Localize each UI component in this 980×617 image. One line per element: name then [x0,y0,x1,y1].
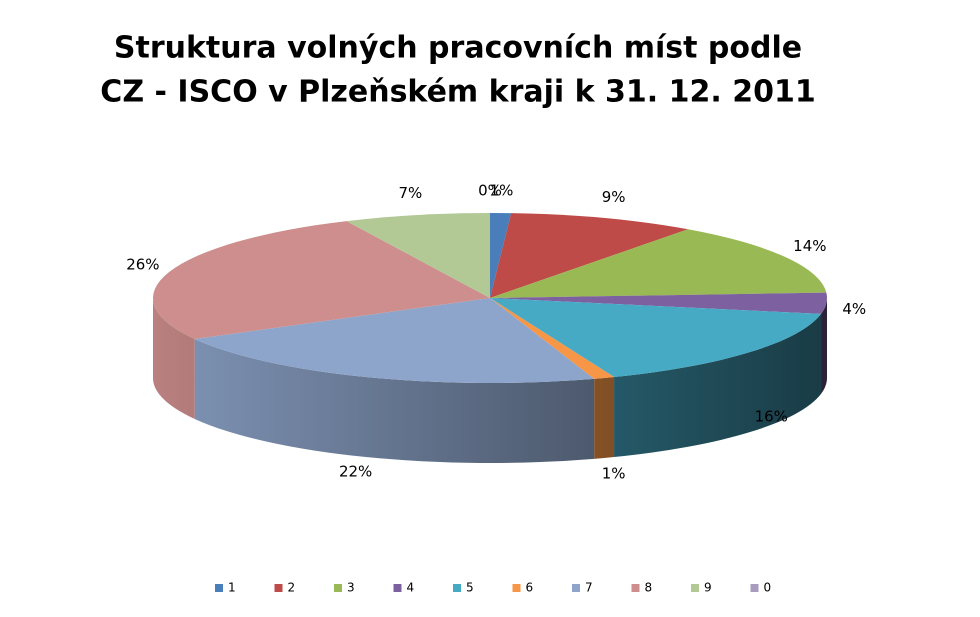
data-label: 0% [478,182,502,200]
pie-slice [490,213,512,298]
data-label: 1% [602,464,626,482]
data-label: 22% [339,462,372,480]
legend-swatch [334,584,342,592]
pie-slice [490,298,615,379]
pie-slice-side [194,338,595,464]
legend-swatch [393,584,402,592]
chart-title: Struktura volných pracovních míst podle [114,31,802,66]
legend-label: 1 [228,581,236,595]
pie-slice-side [153,298,195,419]
pie-slice-side [614,313,822,458]
legend-swatch [274,584,283,592]
data-label: 9% [602,188,626,206]
legend-label: 4 [407,581,415,595]
data-label: 14% [793,237,826,255]
pie-slice [490,229,827,298]
data-label: 7% [398,184,422,202]
pie-slice [490,292,827,314]
pie-slice [153,221,490,339]
chart-title: CZ - ISCO v Plzeňském kraji k 31. 12. 20… [100,75,815,110]
legend-label: 3 [347,581,355,595]
legend-label: 0 [764,581,772,595]
legend-label: 7 [585,581,593,595]
data-label: 16% [755,408,788,426]
legend-swatch [572,584,580,592]
legend-label: 2 [288,581,296,595]
pie-slice [346,213,490,298]
data-label: 26% [126,255,159,273]
legend-label: 8 [645,581,653,595]
pie-slice [194,298,595,383]
legend-swatch [512,584,521,592]
data-label: 4% [842,300,866,318]
legend-label: 5 [466,581,474,595]
pie-slice-side [821,298,827,394]
data-label: 1% [490,182,514,200]
legend-label: 6 [526,581,534,595]
legend-swatch [215,584,223,592]
pie-slice [490,298,822,378]
pie-slice-side [594,377,615,459]
pie-slice [490,213,689,298]
legend-swatch [453,584,461,592]
legend-swatch [691,584,699,592]
legend-swatch [750,584,759,592]
legend-label: 9 [704,581,712,595]
legend-swatch [631,584,640,592]
